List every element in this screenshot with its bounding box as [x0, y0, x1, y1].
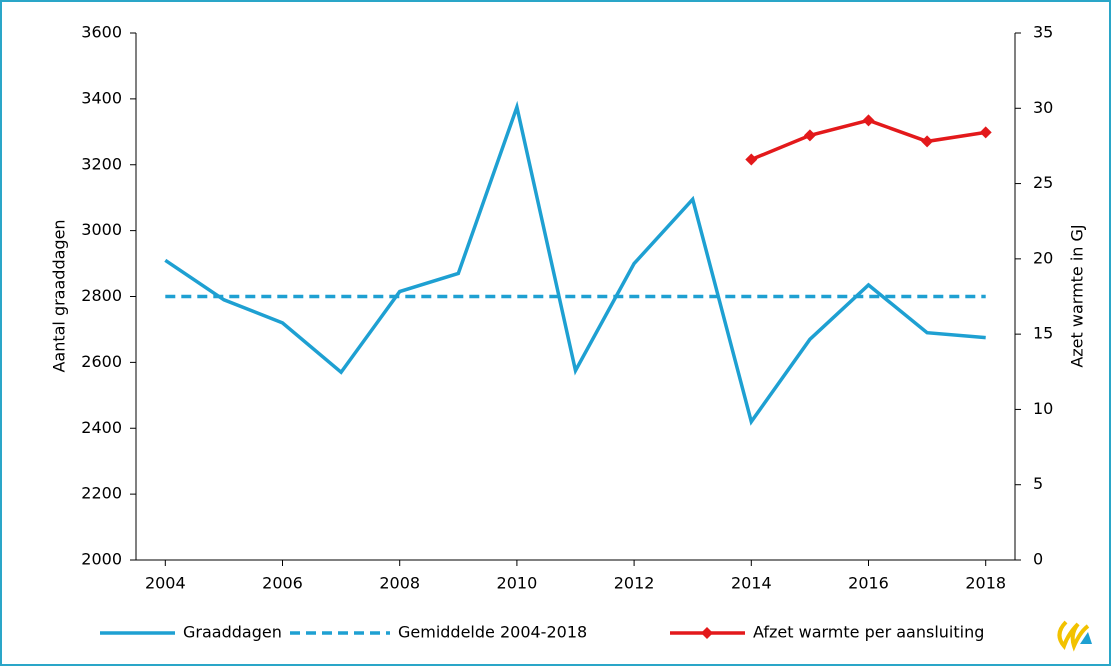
y-tick-label: 3200: [81, 154, 122, 173]
x-tick-label: 2012: [614, 574, 655, 593]
y2-tick-label: 20: [1033, 248, 1053, 267]
y-tick-label: 3600: [81, 23, 122, 42]
point: [921, 135, 934, 148]
y2-tick-label: 5: [1033, 474, 1043, 493]
x-tick-label: 2018: [965, 574, 1006, 593]
y2-tick-label: 30: [1033, 98, 1053, 117]
x-tick-label: 2008: [379, 574, 420, 593]
point: [745, 153, 758, 166]
x-tick-label: 2006: [262, 574, 303, 593]
legend-label: Gemiddelde 2004-2018: [398, 623, 587, 642]
logo: [1057, 620, 1092, 652]
y-tick-label: 2400: [81, 418, 122, 437]
y2-tick-label: 35: [1033, 23, 1053, 42]
y2-tick-label: 15: [1033, 324, 1053, 343]
legend-marker: [701, 627, 713, 639]
y2-tick-label: 25: [1033, 173, 1053, 192]
point: [979, 126, 992, 139]
legend-label: Graaddagen: [183, 623, 282, 642]
legend-label: Afzet warmte per aansluiting: [753, 623, 984, 642]
x-tick-label: 2004: [145, 574, 186, 593]
y2-axis-label: Azet warmte in GJ: [1068, 224, 1087, 367]
y-tick-label: 2000: [81, 550, 122, 569]
y-axis-label: Aantal graaddagen: [50, 219, 69, 372]
series-line: [164, 100, 986, 426]
y2-tick-label: 10: [1033, 399, 1053, 418]
point: [862, 114, 875, 127]
point: [803, 129, 816, 142]
x-tick-label: 2010: [497, 574, 538, 593]
y2-tick-label: 0: [1033, 550, 1043, 569]
y-tick-label: 2200: [81, 484, 122, 503]
y-tick-label: 3400: [81, 88, 122, 107]
x-tick-label: 2014: [731, 574, 772, 593]
x-tick-label: 2016: [848, 574, 889, 593]
y-tick-label: 2600: [81, 352, 122, 371]
y-tick-label: 3000: [81, 220, 122, 239]
y-tick-label: 2800: [81, 286, 122, 305]
